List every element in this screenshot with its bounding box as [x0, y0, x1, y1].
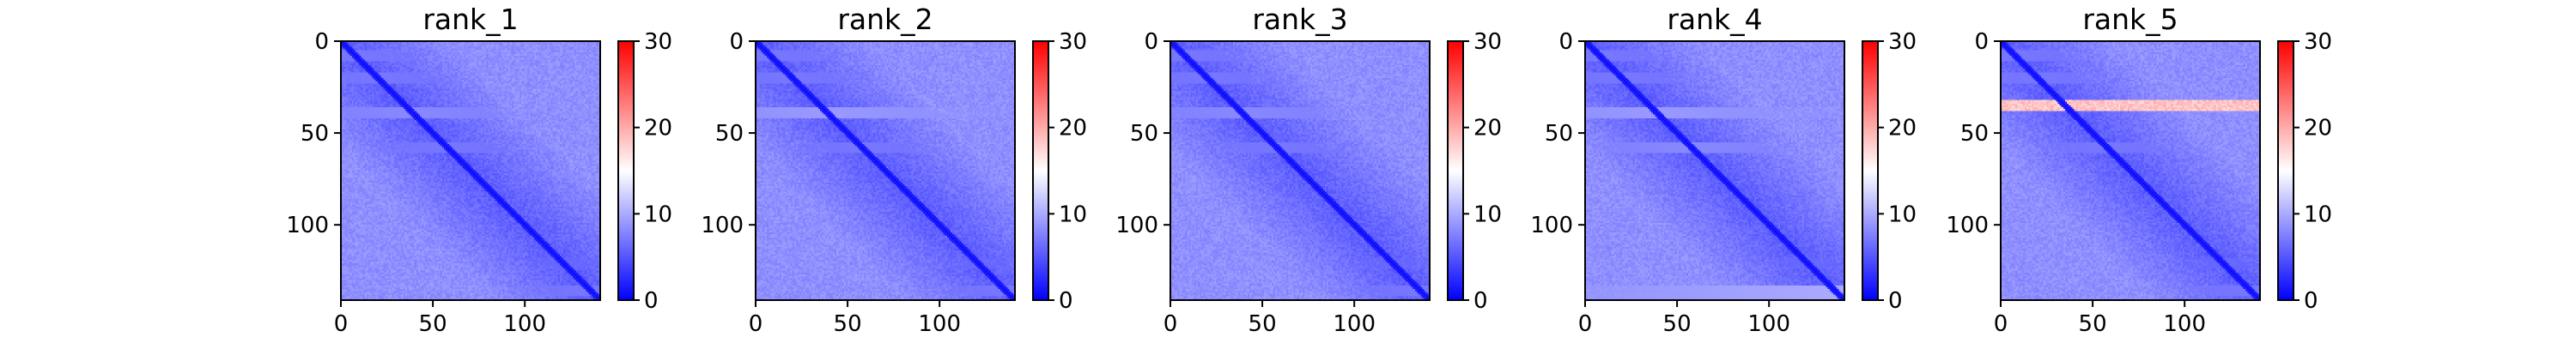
x-tick-label: 50	[419, 311, 447, 337]
axes-frame	[755, 40, 1016, 301]
colorbar-tick-label: 20	[1473, 116, 1502, 141]
colorbar-tick-label: 0	[2304, 288, 2318, 314]
x-tick-label: 100	[503, 311, 546, 337]
colorbar-gradient	[2278, 41, 2293, 300]
colorbar-tick-label: 30	[2304, 29, 2332, 55]
colorbar-tick-label: 20	[1888, 116, 1917, 141]
colorbar-tick-label: 30	[1888, 29, 1917, 55]
colorbar-gradient	[1448, 41, 1463, 300]
colorbar-tick-label: 10	[644, 202, 672, 227]
heatmap-panel-2: rank_2 0 50 100 0 50 100 0 10 20 30	[701, 3, 1087, 337]
y-tick-label: 50	[1130, 121, 1158, 147]
x-tick-label: 100	[1333, 311, 1376, 337]
x-tick-label: 0	[749, 311, 763, 337]
y-tick-label: 100	[1530, 213, 1573, 238]
colorbar-tick-label: 10	[1059, 202, 1087, 227]
colorbar-frame	[1447, 40, 1464, 301]
x-tick-label: 0	[334, 311, 349, 337]
heatmap-image	[1585, 41, 1844, 300]
y-tick-label: 50	[1960, 121, 1989, 147]
y-tick-label: 100	[701, 213, 744, 238]
y-tick-label: 50	[301, 121, 329, 147]
y-tick-label: 0	[1974, 29, 1989, 55]
y-tick-label: 0	[314, 29, 329, 55]
heatmap-image	[1170, 41, 1430, 300]
colorbar-tick-label: 0	[1888, 288, 1903, 314]
y-tick-label: 100	[1946, 213, 1989, 238]
colorbar-tick-label: 10	[2304, 202, 2332, 227]
heatmap-image	[756, 41, 1015, 300]
y-tick-label: 50	[1545, 121, 1573, 147]
x-tick-label: 50	[1663, 311, 1692, 337]
colorbar-gradient	[618, 41, 634, 300]
y-tick-label: 0	[1144, 29, 1158, 55]
panel-title: rank_4	[1667, 3, 1762, 36]
axes-frame	[2000, 40, 2261, 301]
colorbar-tick-label: 30	[644, 29, 672, 55]
colorbar-tick-label: 0	[644, 288, 659, 314]
colorbar-frame	[1862, 40, 1879, 301]
x-tick-label: 50	[834, 311, 862, 337]
x-tick-label: 0	[1994, 311, 2008, 337]
heatmap-image	[2001, 41, 2260, 300]
heatmap-image	[341, 41, 600, 300]
panel-title: rank_3	[1252, 3, 1347, 36]
colorbar-frame	[2277, 40, 2294, 301]
x-tick-label: 0	[1578, 311, 1593, 337]
panel-title: rank_5	[2082, 3, 2178, 36]
x-tick-label: 0	[1163, 311, 1178, 337]
heatmap-panel-1: rank_1 0 50 100 0 50 100 0 10 20 30	[286, 3, 672, 337]
x-tick-label: 50	[1249, 311, 1277, 337]
colorbar-tick-label: 20	[1059, 116, 1087, 141]
y-tick-label: 50	[715, 121, 744, 147]
colorbar-gradient	[1033, 41, 1048, 300]
panel-title: rank_2	[837, 3, 933, 36]
x-tick-label: 100	[2163, 311, 2206, 337]
y-tick-label: 100	[286, 213, 329, 238]
colorbar-tick-label: 0	[1059, 288, 1073, 314]
y-tick-label: 100	[1115, 213, 1158, 238]
heatmap-panel-3: rank_3 0 50 100 0 50 100 0 10 20 30	[1115, 3, 1502, 337]
colorbar-frame	[617, 40, 635, 301]
colorbar-gradient	[1862, 41, 1878, 300]
colorbar-tick-label: 0	[1473, 288, 1488, 314]
colorbar-tick-label: 10	[1473, 202, 1502, 227]
x-tick-label: 100	[918, 311, 961, 337]
x-tick-label: 100	[1747, 311, 1790, 337]
x-tick-label: 50	[2079, 311, 2107, 337]
colorbar-tick-label: 10	[1888, 202, 1917, 227]
y-tick-label: 0	[1558, 29, 1573, 55]
axes-frame	[1170, 40, 1431, 301]
colorbar-tick-label: 30	[1473, 29, 1502, 55]
panel-title: rank_1	[422, 3, 518, 36]
colorbar-frame	[1032, 40, 1049, 301]
heatmap-panel-5: rank_5 0 50 100 0 50 100 0 10 20 30	[1946, 3, 2332, 337]
colorbar-tick-label: 20	[2304, 116, 2332, 141]
axes-frame	[1584, 40, 1845, 301]
colorbar-tick-label: 30	[1059, 29, 1087, 55]
heatmap-panel-4: rank_4 0 50 100 0 50 100 0 10 20 30	[1530, 3, 1917, 337]
axes-frame	[340, 40, 601, 301]
y-tick-label: 0	[729, 29, 744, 55]
colorbar-tick-label: 20	[644, 116, 672, 141]
